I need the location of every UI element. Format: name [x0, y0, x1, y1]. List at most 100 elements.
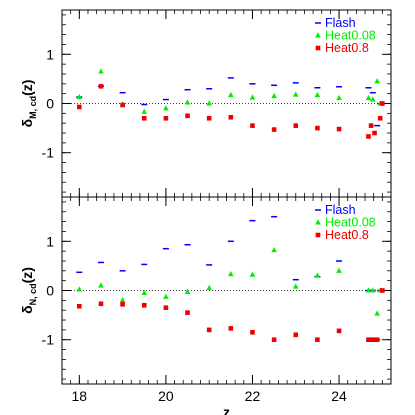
legend-label: Heat0.08	[325, 216, 376, 230]
x-tick-label: 22	[245, 388, 261, 404]
y-tick-label: -1	[42, 145, 55, 161]
data-point	[77, 303, 82, 309]
y-tick-label: 1	[46, 233, 54, 249]
legend-label: Heat0.08	[325, 29, 376, 43]
data-point	[206, 327, 212, 333]
data-point	[293, 123, 299, 128]
y-axis-label-main: δ	[19, 305, 35, 314]
legend-label: Flash	[325, 16, 356, 30]
data-point	[141, 302, 147, 308]
legend-entry: Heat0.08	[315, 216, 376, 230]
data-point	[120, 301, 125, 307]
data-point	[336, 328, 342, 334]
data-point	[336, 267, 342, 273]
data-point	[228, 271, 234, 277]
data-point	[98, 301, 104, 307]
y-axis-label-arg: (z)	[19, 267, 35, 283]
x-axis-label: z	[223, 404, 230, 415]
data-point	[380, 101, 385, 106]
data-point	[374, 78, 380, 84]
data-point	[98, 83, 104, 89]
data-point	[141, 115, 147, 121]
data-point	[292, 91, 299, 97]
data-point	[271, 127, 277, 132]
data-point	[98, 282, 104, 288]
data-point	[271, 246, 277, 253]
data-point	[370, 287, 376, 293]
y-tick-label: 0	[46, 96, 54, 112]
data-point	[184, 99, 191, 105]
data-point	[206, 284, 212, 291]
legend-marker	[315, 32, 321, 38]
data-point	[336, 94, 342, 101]
data-point	[119, 297, 126, 303]
data-point	[366, 134, 371, 139]
panel-bottom: -1 0 1 18 20 22 24 δN, cd(z) z FlashHeat0.08Heat0…	[19, 196, 392, 415]
y-axis-label: δM, cd(z)	[19, 80, 38, 128]
legend-entry: Heat0.8	[315, 228, 369, 242]
legend-entry: Heat0.8	[315, 41, 369, 55]
series-heat0-8	[77, 83, 385, 139]
data-point	[76, 93, 83, 100]
data-point	[163, 293, 169, 299]
y-axis-label-subscript: N, cd	[28, 283, 38, 305]
data-point	[380, 288, 385, 293]
data-point	[141, 108, 148, 114]
data-point	[366, 337, 371, 343]
data-point	[271, 337, 277, 343]
data-point	[77, 104, 82, 110]
data-point	[185, 113, 190, 119]
data-point	[370, 96, 376, 102]
data-point	[228, 114, 234, 120]
data-point	[293, 332, 299, 338]
data-point	[314, 272, 321, 278]
y-tick-label: 1	[46, 46, 54, 62]
data-point	[228, 91, 234, 98]
legend-label: Heat0.8	[325, 41, 369, 55]
data-point	[315, 125, 320, 131]
y-tick-label: -1	[42, 332, 55, 348]
data-point	[185, 310, 190, 315]
data-point	[368, 123, 374, 128]
legend-marker	[315, 219, 321, 225]
legend-marker	[315, 232, 321, 238]
y-axis-label: δN, cd(z)	[19, 267, 38, 314]
y-axis-label-subscript: M, cd	[28, 96, 38, 119]
data-point	[374, 337, 380, 343]
data-point	[120, 102, 125, 108]
x-tick-label: 20	[158, 388, 174, 404]
y-axis-label-arg: (z)	[19, 80, 35, 96]
data-point	[141, 289, 148, 295]
data-point	[314, 91, 321, 98]
legend-label: Heat0.8	[325, 228, 369, 242]
y-tick-label: 0	[46, 283, 54, 299]
data-point	[249, 271, 256, 277]
data-point	[372, 130, 377, 136]
data-point	[76, 286, 83, 292]
data-point	[163, 305, 169, 311]
x-tick-label: 18	[72, 388, 88, 404]
data-point	[163, 105, 169, 111]
data-point	[184, 288, 191, 294]
data-point	[250, 123, 255, 128]
data-point	[250, 330, 255, 335]
data-point	[377, 115, 383, 121]
y-axis-label-main: δ	[19, 119, 35, 128]
data-point	[370, 337, 376, 343]
legend-entry: Flash	[315, 16, 356, 30]
data-point	[249, 94, 256, 100]
legend-label: Flash	[325, 203, 356, 217]
legend-entry: Heat0.08	[315, 29, 376, 43]
data-point	[163, 115, 169, 121]
data-point	[206, 115, 212, 121]
data-point	[365, 94, 372, 101]
data-point	[292, 283, 299, 289]
data-point	[271, 92, 277, 99]
data-point	[315, 337, 320, 343]
series-heat0-8	[77, 288, 385, 343]
data-point	[336, 126, 342, 132]
series-heat0-08	[76, 68, 383, 114]
